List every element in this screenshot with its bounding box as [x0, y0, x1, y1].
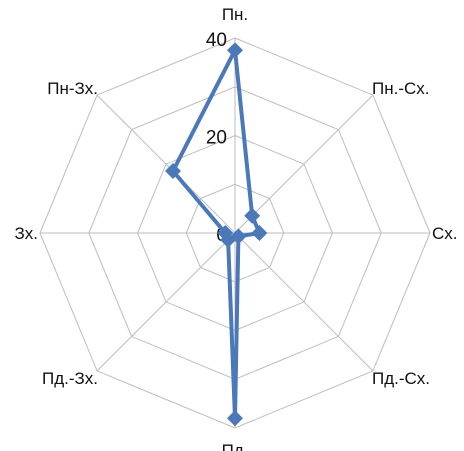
category-label-5: Пд. [222, 441, 249, 451]
category-label-8: Пн-Зх. [47, 79, 98, 98]
category-label-3: Сх. [432, 224, 458, 243]
tick-label-40: 40 [206, 30, 227, 51]
category-label-6: Пд.-Зх. [42, 369, 98, 388]
category-label-4: Пд.-Сх. [372, 369, 430, 388]
category-label-2: Пн.-Сх. [372, 79, 430, 98]
data-point-1 [227, 42, 243, 58]
category-label-1: Пн. [222, 5, 248, 24]
category-label-7: Зх. [15, 224, 39, 243]
data-point-3 [251, 225, 267, 241]
tick-label-20: 20 [206, 128, 227, 149]
data-point-5 [227, 410, 243, 426]
